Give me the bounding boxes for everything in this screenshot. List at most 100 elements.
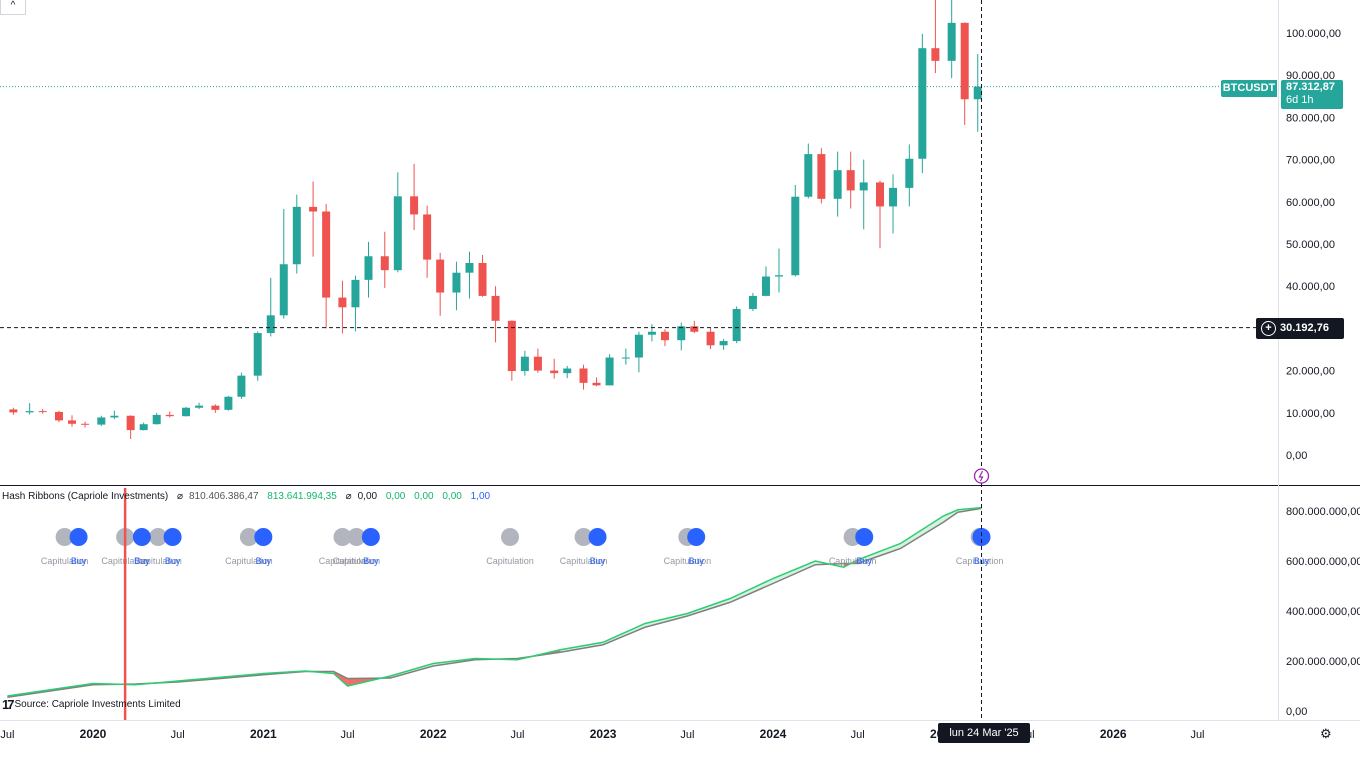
lightning-icon-glyph	[978, 470, 984, 482]
time-axis-label: Jul	[510, 729, 524, 741]
time-axis-label: Jul	[680, 729, 694, 741]
capitulation-label: Capitulation	[956, 556, 1004, 566]
buy-label: Buy	[71, 556, 87, 566]
ribbon-fill	[773, 561, 816, 584]
candle-body	[38, 411, 47, 413]
candle-body	[647, 331, 656, 335]
capitulation-label: Capitulation	[560, 556, 608, 566]
candle-body	[364, 256, 373, 280]
candle-body	[550, 370, 559, 374]
ribbon-fill	[857, 543, 901, 564]
time-axis-label: Jul	[171, 729, 185, 741]
time-axis-label: Jul	[1190, 729, 1204, 741]
buy-marker	[972, 528, 991, 546]
candle-body	[706, 331, 715, 346]
indicator-value-3: 0,00	[357, 491, 378, 502]
candle-body	[410, 196, 419, 215]
candle-body	[139, 424, 148, 431]
time-axis-label: Jul	[0, 729, 14, 741]
indicator-axis-label: 200.000.000,00	[1286, 656, 1360, 668]
candles	[9, 0, 982, 439]
time-axis-label: 2023	[590, 727, 617, 741]
chevron-up-icon[interactable]: ^	[0, 0, 26, 15]
hash-ribbon-slow-line	[7, 507, 982, 698]
candle-body	[592, 382, 601, 386]
gear-icon[interactable]: ⚙	[1320, 726, 1332, 741]
candle-body	[563, 368, 572, 374]
tradingview-logo[interactable]: 17	[2, 697, 15, 712]
capitulation-marker	[55, 528, 74, 546]
indicator-value-symbol-1: ⌀	[176, 491, 183, 502]
candle-body	[9, 409, 18, 413]
capitulation-marker	[347, 528, 366, 546]
capitulation-marker	[574, 528, 593, 546]
indicator-legend[interactable]: Hash Ribbons (Capriole Investments) ⌀ 810…	[2, 491, 496, 502]
price-axis-label: 80.000,00	[1286, 112, 1335, 124]
candle-body	[748, 295, 757, 309]
candle-body	[660, 331, 669, 341]
candle-body	[97, 417, 106, 425]
last-price-badge: 87.312,87 6d 1h	[1281, 80, 1343, 109]
candle-body	[436, 259, 445, 293]
candle-body	[253, 333, 262, 376]
crosshair-price-label[interactable]: +30.192,76	[1256, 318, 1344, 339]
candle-body	[507, 320, 516, 372]
candle-body	[859, 182, 868, 191]
candle-body	[452, 272, 461, 293]
capitulation-label: Capitulation	[134, 556, 182, 566]
buy-label: Buy	[856, 556, 872, 566]
candle-body	[224, 396, 233, 410]
candle-body	[478, 262, 487, 296]
capitulation-label: Capitulation	[225, 556, 273, 566]
candle-body	[875, 182, 884, 207]
buy-label: Buy	[134, 556, 150, 566]
indicator-axis-label: 800.000.000,00	[1286, 506, 1360, 518]
indicator-value-7: 1,00	[470, 491, 491, 502]
price-axis-label: 60.000,00	[1286, 197, 1335, 209]
time-axis-label: 2021	[250, 727, 277, 741]
buy-marker	[163, 528, 182, 546]
candle-body	[918, 48, 927, 159]
ribbon-fill	[900, 516, 944, 549]
candle-body	[690, 326, 699, 332]
buy-label: Buy	[590, 556, 606, 566]
indicator-axis-label: 400.000.000,00	[1286, 606, 1360, 618]
indicator-value-5: 0,00	[414, 491, 434, 502]
price-axis-label: 70.000,00	[1286, 155, 1335, 167]
indicator-value-2: 813.641.994,35	[267, 491, 337, 502]
ribbon-fill	[730, 578, 773, 603]
candle-body	[775, 275, 783, 277]
time-axis-label: 2024	[760, 727, 787, 741]
candle-body	[719, 341, 728, 346]
price-axis-label: 100.000,00	[1286, 28, 1341, 40]
price-axis-label: 10.000,00	[1286, 408, 1335, 420]
time-axis-label: 2020	[80, 727, 107, 741]
capitulation-label: Capitulation	[319, 556, 367, 566]
capitulation-marker	[149, 528, 168, 546]
candle-body	[393, 196, 402, 271]
crosshair-date-label: lun 24 Mar '25	[938, 723, 1030, 743]
candle-body	[182, 407, 191, 417]
indicator-name[interactable]: Hash Ribbons (Capriole Investments)	[2, 491, 169, 502]
time-axis-label: 2022	[420, 727, 447, 741]
symbol-badge: BTCUSDT	[1221, 80, 1277, 97]
plus-circle-icon[interactable]: +	[1261, 320, 1276, 336]
candle-body	[761, 276, 770, 296]
time-axis-label: Jul	[851, 729, 865, 741]
buy-marker	[588, 528, 607, 546]
candle-body	[833, 170, 842, 199]
candle-body	[338, 297, 347, 308]
candle-body	[973, 86, 982, 100]
candle-body	[110, 415, 119, 418]
indicator-axis-label: 0,00	[1286, 706, 1307, 718]
candle-body	[465, 262, 474, 273]
candle-body	[423, 214, 432, 260]
last-price-value: 87.312,87	[1286, 81, 1335, 93]
buy-label: Buy	[256, 556, 272, 566]
candle-body	[621, 357, 630, 359]
candle-body	[380, 256, 389, 271]
candle-body	[152, 414, 161, 425]
price-axis-label: 0,00	[1286, 450, 1307, 462]
